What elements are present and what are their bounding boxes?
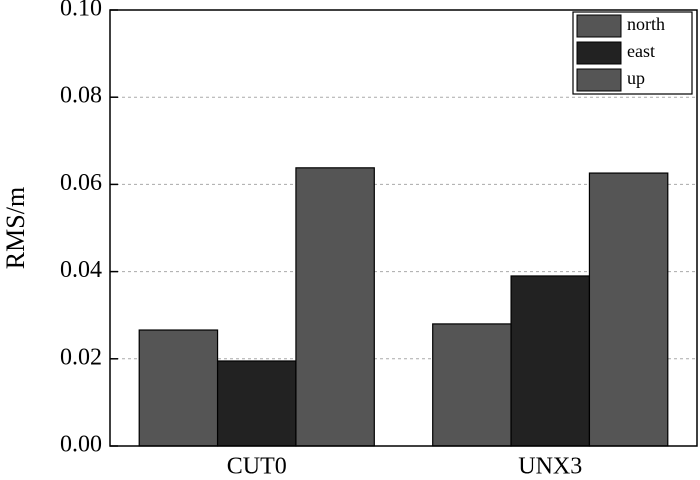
- legend-swatch: [576, 68, 622, 92]
- legend-label: up: [627, 68, 645, 88]
- y-tick-label: 0.06: [60, 170, 102, 196]
- y-tick-label: 0.00: [60, 432, 102, 458]
- bar: [138, 329, 219, 447]
- legend-swatch: [576, 41, 622, 65]
- legend-label: east: [627, 41, 655, 61]
- bar: [588, 172, 669, 447]
- y-tick-label: 0.08: [60, 83, 102, 109]
- x-tick-label: UNX3: [518, 454, 582, 480]
- y-tick-label: 0.10: [60, 0, 102, 22]
- y-tick-label: 0.02: [60, 344, 102, 370]
- bar: [216, 360, 297, 447]
- y-tick-label: 0.04: [60, 257, 102, 283]
- y-axis-label: RMS/m: [1, 187, 30, 269]
- bar: [510, 275, 591, 447]
- bar: [432, 323, 512, 447]
- legend-swatch: [576, 14, 622, 38]
- legend-label: north: [627, 14, 665, 34]
- bar: [295, 167, 375, 447]
- plot-frame: [109, 9, 698, 447]
- x-tick-label: CUT0: [227, 454, 287, 480]
